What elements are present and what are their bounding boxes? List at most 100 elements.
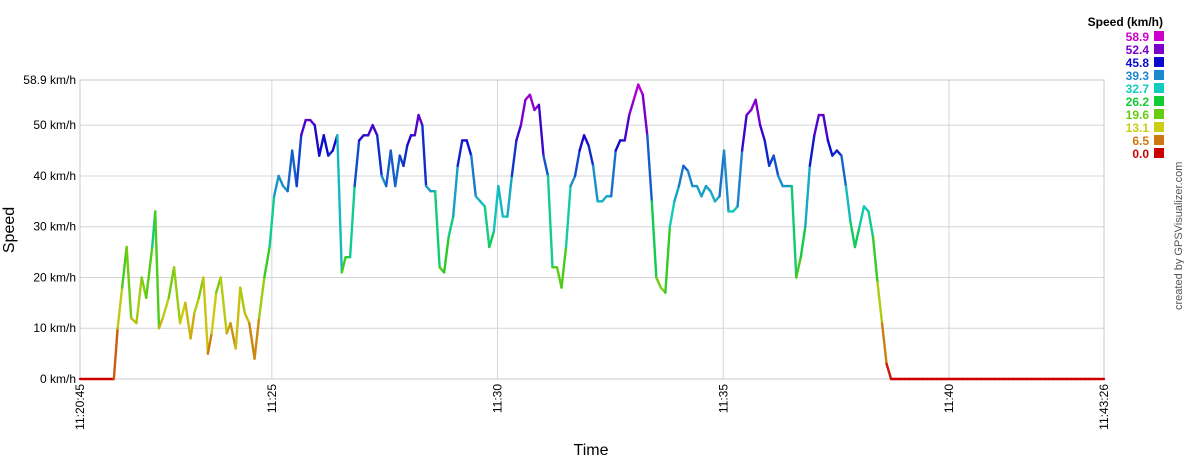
speed-segment bbox=[876, 281, 884, 325]
speed-segment bbox=[722, 149, 730, 213]
speed-segment bbox=[483, 205, 491, 249]
speed-segment bbox=[573, 149, 581, 178]
speed-segment bbox=[795, 255, 802, 279]
speed-segment bbox=[754, 98, 762, 127]
speed-segment bbox=[135, 276, 143, 325]
speed-segment bbox=[641, 93, 649, 137]
speed-segment bbox=[125, 245, 133, 320]
speed-segment bbox=[154, 210, 161, 330]
legend-swatch bbox=[1154, 122, 1164, 132]
legend-value: 52.4 bbox=[1126, 43, 1150, 57]
y-tick-label: 20 km/h bbox=[33, 270, 76, 284]
speed-segment bbox=[582, 134, 590, 147]
y-tick-label: 58.9 km/h bbox=[23, 73, 76, 87]
speed-segment bbox=[290, 149, 298, 188]
speed-segment bbox=[826, 139, 834, 157]
y-axis-title: Speed bbox=[1, 207, 18, 253]
x-tick-label: 11:35 bbox=[716, 384, 730, 413]
speed-segment bbox=[695, 184, 703, 198]
speed-segment bbox=[402, 144, 409, 167]
speed-segment bbox=[277, 174, 285, 188]
speed-segment bbox=[736, 149, 744, 208]
speed-segment bbox=[189, 311, 196, 340]
speed-segment bbox=[804, 164, 812, 228]
x-tick-label: 11:30 bbox=[491, 384, 505, 413]
speed-segment bbox=[673, 184, 681, 203]
speed-segment bbox=[709, 189, 717, 203]
legend-swatch bbox=[1154, 109, 1164, 119]
legend-value: 13.1 bbox=[1126, 121, 1150, 135]
speed-segment bbox=[413, 113, 420, 137]
speed-segment bbox=[456, 139, 464, 167]
speed-segment bbox=[858, 205, 866, 228]
speed-segment bbox=[758, 123, 766, 142]
speed-segment bbox=[628, 98, 635, 117]
speed-segment bbox=[880, 321, 888, 365]
speed-segment bbox=[336, 134, 344, 274]
y-tick-label: 10 km/h bbox=[33, 321, 76, 335]
speed-segment bbox=[497, 184, 505, 218]
speed-segment bbox=[371, 123, 379, 137]
speed-segment bbox=[470, 154, 477, 198]
speed-segment bbox=[184, 301, 192, 340]
speed-segment bbox=[637, 83, 644, 96]
legend-swatch bbox=[1154, 57, 1164, 67]
legend-value: 6.5 bbox=[1132, 134, 1149, 148]
speed-segment bbox=[389, 149, 397, 188]
speed-segment bbox=[219, 276, 228, 335]
speed-segment bbox=[239, 286, 246, 315]
x-tick-label: 11:40 bbox=[942, 384, 956, 413]
speed-segment bbox=[515, 123, 523, 142]
speed-segment bbox=[578, 134, 586, 152]
speed-segment bbox=[348, 184, 356, 259]
speed-segment bbox=[161, 296, 170, 320]
speed-segment bbox=[295, 134, 303, 188]
y-tick-label: 30 km/h bbox=[33, 220, 76, 234]
speed-segment bbox=[632, 83, 640, 101]
x-axis-title: Time bbox=[574, 442, 609, 459]
speed-segment bbox=[668, 200, 676, 228]
speed-segment bbox=[167, 266, 176, 299]
speed-segment bbox=[202, 276, 210, 355]
speed-segment bbox=[145, 245, 154, 299]
speed-segment bbox=[564, 184, 572, 249]
y-tick-label: 50 km/h bbox=[33, 118, 76, 132]
speed-segment bbox=[451, 164, 459, 218]
speed-segment bbox=[116, 286, 124, 330]
speed-segment bbox=[318, 134, 325, 157]
speed-segment bbox=[519, 98, 527, 127]
legend-value: 32.7 bbox=[1126, 82, 1150, 96]
speed-segment bbox=[257, 276, 266, 320]
speed-segment bbox=[655, 276, 663, 289]
legend-swatch bbox=[1154, 148, 1164, 158]
speed-segment bbox=[366, 123, 374, 137]
plot-frame bbox=[79, 79, 1105, 380]
y-tick-label: 0 km/h bbox=[40, 372, 76, 386]
speed-segment bbox=[340, 255, 347, 274]
speed-segment bbox=[700, 184, 708, 198]
speed-segment bbox=[560, 245, 568, 289]
speed-segment bbox=[300, 118, 307, 137]
speed-segment bbox=[686, 169, 694, 188]
speed-segment bbox=[542, 154, 550, 178]
speed-segment bbox=[353, 139, 361, 188]
legend-swatch bbox=[1154, 96, 1164, 106]
speed-segment bbox=[591, 164, 599, 203]
speed-segment bbox=[510, 139, 518, 178]
legend-value: 0.0 bbox=[1132, 147, 1149, 161]
speed-segment bbox=[178, 301, 187, 325]
speed-segment bbox=[871, 235, 879, 284]
speed-segment bbox=[313, 123, 321, 157]
speed-segment bbox=[650, 200, 658, 279]
speed-segment bbox=[193, 296, 201, 315]
speed-segment bbox=[885, 362, 893, 381]
legend-swatch bbox=[1154, 83, 1164, 93]
legend-swatch bbox=[1154, 31, 1164, 41]
legend-value: 26.2 bbox=[1126, 95, 1150, 109]
speed-segment bbox=[646, 134, 654, 203]
speed-segment bbox=[248, 321, 256, 360]
speed-segment bbox=[322, 134, 330, 157]
speed-segment bbox=[394, 154, 401, 188]
x-axis-ticks: 11:20:45 11:25 11:30 11:35 11:40 11:43:26 bbox=[73, 384, 1111, 430]
